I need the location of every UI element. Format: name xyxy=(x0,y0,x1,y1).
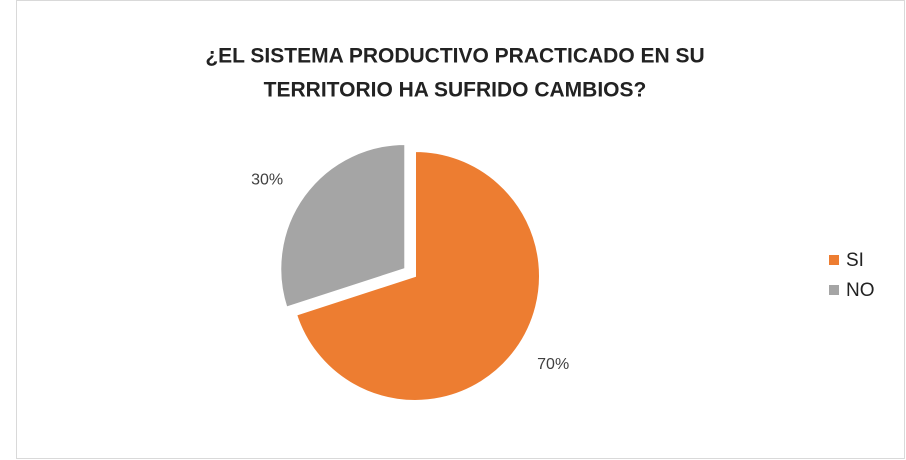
data-label: 30% xyxy=(251,171,283,188)
pie-slice xyxy=(279,142,407,309)
legend-swatch xyxy=(829,285,839,295)
legend-label: SI xyxy=(846,250,864,271)
chart-title: TERRITORIO HA SUFRIDO CAMBIOS? xyxy=(264,79,647,102)
legend-label: NO xyxy=(846,280,875,301)
chart-title: ¿EL SISTEMA PRODUCTIVO PRACTICADO EN SU xyxy=(205,45,704,68)
legend-swatch xyxy=(829,255,839,265)
data-label: 70% xyxy=(537,356,569,373)
pie-slice xyxy=(294,149,541,402)
